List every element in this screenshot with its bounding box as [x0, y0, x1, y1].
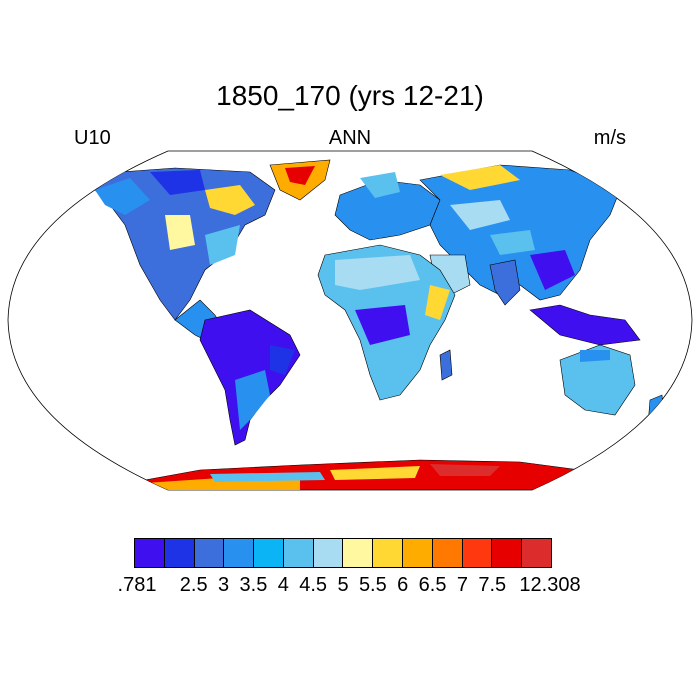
great-plains [165, 215, 195, 250]
colorbar-tick-label: 12.308 [519, 574, 581, 596]
colorbar-tick-label: 6.5 [418, 574, 447, 596]
colorbar-swatch [343, 539, 374, 567]
hudson-region [205, 185, 255, 215]
colorbar-tick-label: 5.5 [358, 574, 387, 596]
colorbar [134, 538, 552, 568]
colorbar-tick-label: 4 [277, 574, 289, 596]
antarctica-yellow [330, 466, 420, 480]
alaska [95, 178, 150, 215]
brazil-east [270, 345, 295, 375]
colorbar-swatch [313, 539, 344, 567]
us-east [205, 225, 240, 265]
tibet [490, 230, 535, 255]
china-south [530, 250, 575, 290]
colorbar-swatch [254, 539, 284, 567]
colorbar-tick-label: 4.5 [299, 574, 328, 596]
colorbar-tick-label: 5 [337, 574, 349, 596]
colorbar-tick-label: 6 [397, 574, 409, 596]
colorbar-swatch [224, 539, 255, 567]
sahara [335, 255, 420, 290]
congo-basin [355, 305, 410, 345]
antarctica-band [210, 472, 325, 482]
australia-north [580, 350, 610, 362]
canada-north [150, 170, 205, 195]
colorbar-swatch [135, 539, 165, 567]
colorbar-tick-label: .781 [117, 574, 157, 596]
scandinavia [360, 172, 400, 198]
season-label: ANN [328, 127, 372, 149]
colorbar-tick-label: 3 [218, 574, 230, 596]
units-label: m/s [593, 127, 626, 149]
australia [559, 344, 636, 416]
colorbar-swatch [403, 539, 433, 567]
colorbar-swatch [462, 539, 493, 567]
greenland-interior [285, 166, 315, 185]
southern-cone [235, 370, 270, 430]
colorbar-tick-label: 3.5 [239, 574, 268, 596]
plot-title: 1850_170 (yrs 12-21) [216, 80, 484, 111]
colorbar-tick-label: 2.5 [179, 574, 208, 596]
colorbar-swatch [492, 539, 523, 567]
colorbar-tick-label: 7 [456, 574, 468, 596]
madagascar [439, 349, 453, 381]
indonesia [529, 304, 641, 346]
colorbar-swatch [432, 539, 463, 567]
antarctica-east [430, 464, 500, 476]
colorbar-swatch [283, 539, 314, 567]
horn-of-africa [425, 285, 450, 320]
colorbar-swatch [373, 539, 404, 567]
europe [334, 179, 441, 241]
central-asia [450, 200, 510, 230]
variable-label: U10 [74, 127, 111, 149]
colorbar-tick-label: 7.5 [478, 574, 507, 596]
colorbar-swatch [164, 539, 195, 567]
siberia-north [440, 165, 520, 190]
colorbar-swatch [522, 539, 551, 567]
colorbar-swatch [194, 539, 225, 567]
india [489, 259, 521, 306]
